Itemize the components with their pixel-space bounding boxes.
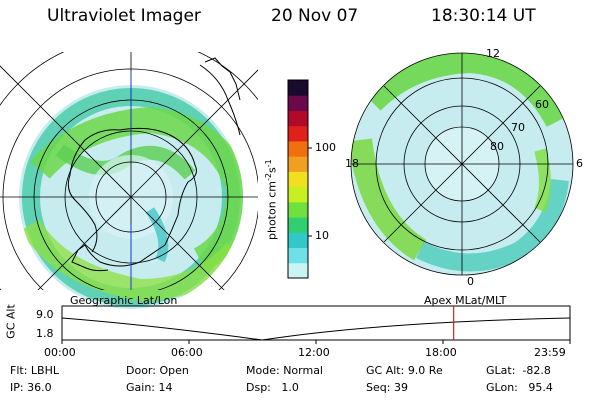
colorbar-band [288,217,308,233]
door-info: Door: Open [126,364,189,377]
instrument-title: Ultraviolet Imager [47,6,201,26]
mlt-label-12: 12 [486,47,500,60]
glon-info: GLon: 95.4 [486,381,553,394]
header-time: 18:30:14 UT [431,6,536,26]
colorbar-band [288,110,308,127]
apex-map [350,52,574,276]
timeline-xtick-label: 00:00 [44,346,76,359]
sequence-info: Seq: 39 [366,381,408,394]
timeline-xtick-label: 12:00 [298,346,330,359]
gc-altitude-info: GC Alt: 9.0 Re [366,364,443,377]
dsp-info: Dsp: 1.0 [246,381,299,394]
colorbar-band [288,171,308,188]
header-date: 20 Nov 07 [271,6,359,26]
colorbar-frame [287,79,309,279]
timeline-ytick-max: 9.0 [36,308,54,321]
colorbar-band [288,201,308,218]
gain-info: Gain: 14 [126,381,173,394]
colorbar-band [288,125,308,142]
timeline-frame [61,305,571,341]
colorbar-band [288,247,308,264]
mlat-label-80: 80 [490,140,504,153]
colorbar [287,79,312,279]
colorbar-band [288,95,308,111]
colorbar-band [288,140,308,157]
filter-info: Flt: LBHL [10,364,59,377]
timeline-xtick-label: 23:59 [534,346,566,359]
ip-info: IP: 36.0 [10,381,52,394]
geographic-map-label: Geographic Lat/Lon [70,294,178,307]
colorbar-band [288,156,308,172]
colorbar-tick-10: 10 [315,229,329,242]
mlat-label-70: 70 [511,121,525,134]
colorbar-band [288,232,308,249]
geographic-map [0,52,258,309]
colorbar-tick-100: 100 [315,141,336,154]
mode-info: Mode: Normal [246,364,323,377]
apex-map-label: Apex MLat/MLT [424,294,507,307]
mlat-label-60: 60 [535,98,549,111]
colorbar-band [288,262,308,279]
altitude-curve [61,317,571,341]
colorbar-band [288,80,308,96]
timeline-xtick-label: 18:00 [425,346,457,359]
timeline-ytick-min: 1.8 [36,327,54,340]
glat-info: GLat: -82.8 [486,364,551,377]
mlt-label-6: 6 [576,157,583,170]
mlt-label-0: 0 [467,275,474,288]
timeline-xtick-label: 06:00 [171,346,203,359]
mlt-label-18: 18 [345,157,359,170]
timeline-ylabel: GC Alt [4,304,18,339]
colorbar-band [288,186,308,203]
